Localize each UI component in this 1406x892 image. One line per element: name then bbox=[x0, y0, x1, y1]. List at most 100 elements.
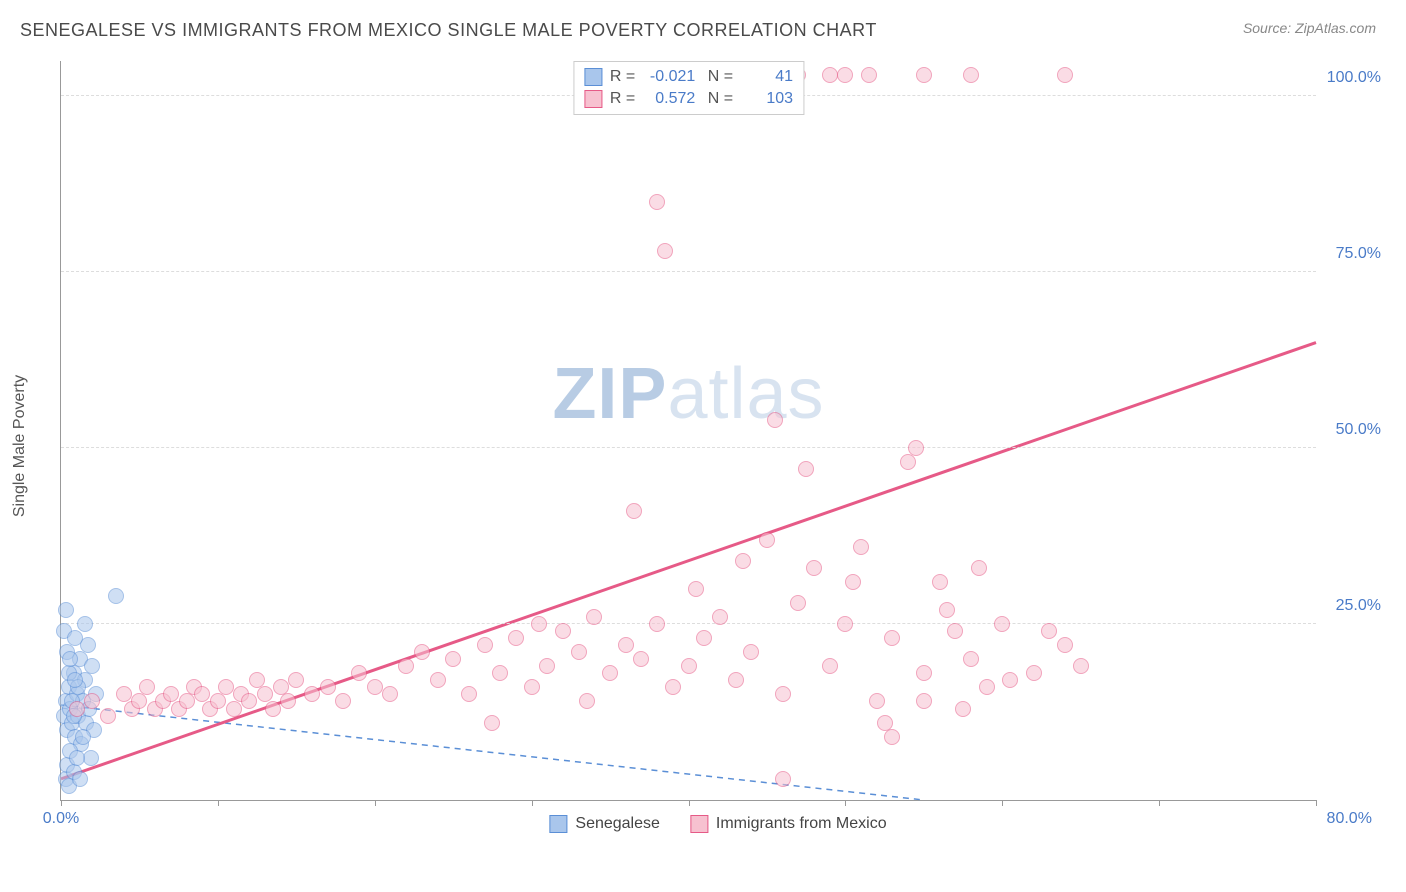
point-mexico bbox=[382, 686, 398, 702]
point-senegalese bbox=[77, 616, 93, 632]
x-tick bbox=[1002, 800, 1003, 806]
point-mexico bbox=[696, 630, 712, 646]
point-mexico bbox=[265, 701, 281, 717]
point-mexico bbox=[508, 630, 524, 646]
point-mexico bbox=[1057, 67, 1073, 83]
point-mexico bbox=[916, 67, 932, 83]
point-mexico bbox=[414, 644, 430, 660]
point-mexico bbox=[445, 651, 461, 667]
point-mexico bbox=[1073, 658, 1089, 674]
point-mexico bbox=[994, 616, 1010, 632]
legend-row-senegalese: R =-0.021 N =41 bbox=[584, 66, 793, 88]
point-senegalese bbox=[83, 750, 99, 766]
point-mexico bbox=[1057, 637, 1073, 653]
point-mexico bbox=[586, 609, 602, 625]
point-mexico bbox=[100, 708, 116, 724]
point-mexico bbox=[822, 658, 838, 674]
point-senegalese bbox=[69, 750, 85, 766]
point-senegalese bbox=[62, 651, 78, 667]
point-mexico bbox=[555, 623, 571, 639]
point-mexico bbox=[484, 715, 500, 731]
point-mexico bbox=[869, 693, 885, 709]
swatch-senegalese bbox=[584, 68, 602, 86]
point-mexico bbox=[539, 658, 555, 674]
point-mexico bbox=[759, 532, 775, 548]
x-tick bbox=[1159, 800, 1160, 806]
x-tick bbox=[845, 800, 846, 806]
point-mexico bbox=[649, 194, 665, 210]
chart-title: SENEGALESE VS IMMIGRANTS FROM MEXICO SIN… bbox=[20, 20, 877, 41]
watermark: ZIPatlas bbox=[552, 353, 824, 435]
point-mexico bbox=[681, 658, 697, 674]
point-senegalese bbox=[67, 672, 83, 688]
point-mexico bbox=[1041, 623, 1057, 639]
y-tick-label: 25.0% bbox=[1336, 597, 1381, 615]
point-mexico bbox=[688, 581, 704, 597]
point-mexico bbox=[131, 693, 147, 709]
swatch-senegalese bbox=[549, 815, 567, 833]
x-tick bbox=[689, 800, 690, 806]
point-mexico bbox=[712, 609, 728, 625]
point-mexico bbox=[618, 637, 634, 653]
point-mexico bbox=[304, 686, 320, 702]
point-mexico bbox=[335, 693, 351, 709]
point-mexico bbox=[806, 560, 822, 576]
point-mexico bbox=[837, 67, 853, 83]
point-mexico bbox=[288, 672, 304, 688]
y-axis-label: Single Male Poverty bbox=[11, 375, 29, 517]
point-mexico bbox=[477, 637, 493, 653]
point-senegalese bbox=[108, 588, 124, 604]
point-mexico bbox=[210, 693, 226, 709]
y-tick-label: 100.0% bbox=[1327, 69, 1381, 87]
y-tick-label: 50.0% bbox=[1336, 421, 1381, 439]
point-mexico bbox=[845, 574, 861, 590]
legend-item-senegalese: Senegalese bbox=[549, 815, 660, 833]
point-mexico bbox=[798, 461, 814, 477]
swatch-mexico bbox=[690, 815, 708, 833]
point-mexico bbox=[139, 679, 155, 695]
gridline bbox=[61, 623, 1316, 624]
point-mexico bbox=[398, 658, 414, 674]
point-mexico bbox=[241, 693, 257, 709]
x-tick bbox=[218, 800, 219, 806]
point-mexico bbox=[579, 693, 595, 709]
legend-item-mexico: Immigrants from Mexico bbox=[690, 815, 887, 833]
point-mexico bbox=[179, 693, 195, 709]
point-mexico bbox=[69, 701, 85, 717]
point-mexico bbox=[728, 672, 744, 688]
point-mexico bbox=[767, 412, 783, 428]
point-mexico bbox=[955, 701, 971, 717]
point-mexico bbox=[947, 623, 963, 639]
point-mexico bbox=[775, 686, 791, 702]
point-mexico bbox=[971, 560, 987, 576]
point-mexico bbox=[963, 651, 979, 667]
correlation-legend: R =-0.021 N =41 R =0.572 N =103 bbox=[573, 61, 804, 115]
point-mexico bbox=[430, 672, 446, 688]
point-mexico bbox=[492, 665, 508, 681]
point-mexico bbox=[775, 771, 791, 787]
x-tick bbox=[61, 800, 62, 806]
point-mexico bbox=[571, 644, 587, 660]
point-mexico bbox=[1002, 672, 1018, 688]
point-mexico bbox=[963, 67, 979, 83]
point-mexico bbox=[649, 616, 665, 632]
y-tick-label: 75.0% bbox=[1336, 245, 1381, 263]
point-mexico bbox=[1026, 665, 1042, 681]
point-mexico bbox=[837, 616, 853, 632]
point-senegalese bbox=[67, 630, 83, 646]
series-legend: Senegalese Immigrants from Mexico bbox=[549, 815, 886, 833]
point-mexico bbox=[280, 693, 296, 709]
x-tick-label: 80.0% bbox=[1327, 810, 1372, 828]
gridline bbox=[61, 271, 1316, 272]
point-mexico bbox=[367, 679, 383, 695]
point-senegalese bbox=[84, 658, 100, 674]
point-mexico bbox=[531, 616, 547, 632]
swatch-mexico bbox=[584, 90, 602, 108]
point-senegalese bbox=[58, 602, 74, 618]
point-mexico bbox=[932, 574, 948, 590]
chart-source: Source: ZipAtlas.com bbox=[1243, 20, 1376, 36]
point-mexico bbox=[853, 539, 869, 555]
point-mexico bbox=[790, 595, 806, 611]
point-mexico bbox=[822, 67, 838, 83]
point-mexico bbox=[743, 644, 759, 660]
